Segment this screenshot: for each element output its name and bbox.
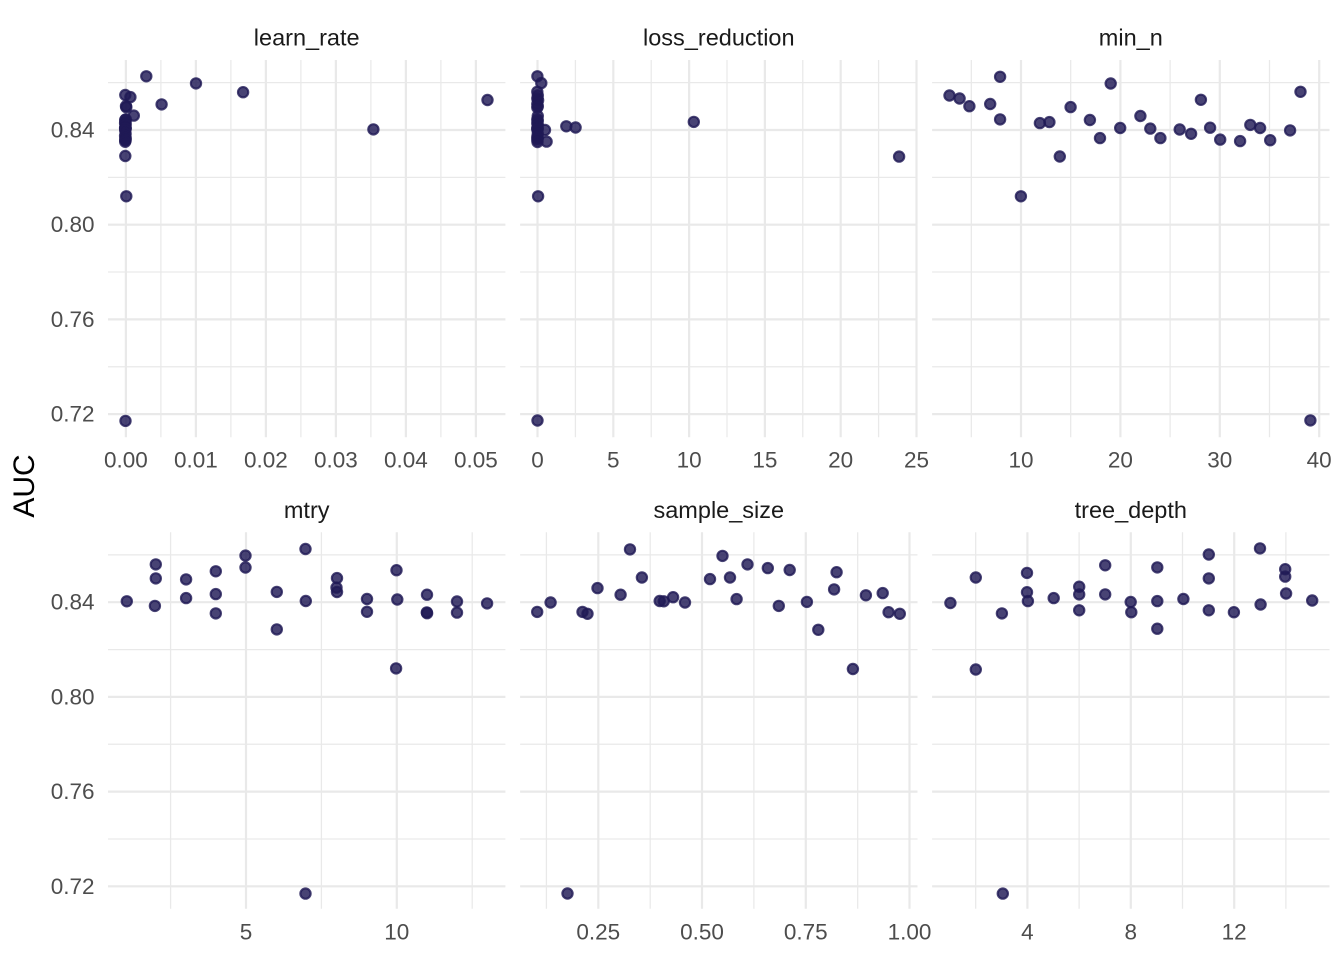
svg-text:0.25: 0.25	[576, 920, 620, 945]
svg-text:0.75: 0.75	[784, 920, 828, 945]
svg-text:0.04: 0.04	[384, 447, 428, 472]
svg-text:0.84: 0.84	[51, 118, 95, 143]
svg-text:tree_depth: tree_depth	[1075, 497, 1187, 523]
svg-text:5: 5	[607, 447, 620, 472]
svg-text:20: 20	[828, 447, 853, 472]
svg-text:10: 10	[677, 447, 702, 472]
svg-text:40: 40	[1307, 447, 1332, 472]
svg-text:mtry: mtry	[284, 497, 330, 523]
svg-text:loss_reduction: loss_reduction	[643, 25, 795, 51]
svg-text:0: 0	[531, 447, 544, 472]
svg-text:4: 4	[1021, 920, 1034, 945]
svg-text:sample_size: sample_size	[653, 497, 784, 523]
svg-text:0.80: 0.80	[51, 684, 95, 709]
svg-text:0.50: 0.50	[680, 920, 724, 945]
svg-text:10: 10	[1008, 447, 1033, 472]
svg-text:25: 25	[904, 447, 929, 472]
svg-text:0.76: 0.76	[51, 779, 95, 804]
svg-text:0.01: 0.01	[174, 447, 218, 472]
svg-text:0.00: 0.00	[104, 447, 148, 472]
svg-text:0.76: 0.76	[51, 307, 95, 332]
svg-text:5: 5	[240, 920, 253, 945]
svg-text:15: 15	[752, 447, 777, 472]
svg-text:0.05: 0.05	[454, 447, 498, 472]
svg-text:0.72: 0.72	[51, 402, 95, 427]
svg-text:10: 10	[384, 920, 409, 945]
svg-text:30: 30	[1207, 447, 1232, 472]
svg-text:0.80: 0.80	[51, 212, 95, 237]
svg-text:1.00: 1.00	[888, 920, 932, 945]
svg-text:0.84: 0.84	[51, 590, 95, 615]
svg-text:min_n: min_n	[1099, 25, 1163, 51]
svg-text:12: 12	[1222, 920, 1247, 945]
svg-text:0.03: 0.03	[314, 447, 358, 472]
svg-text:20: 20	[1108, 447, 1133, 472]
svg-text:0.72: 0.72	[51, 874, 95, 899]
svg-text:0.02: 0.02	[244, 447, 288, 472]
svg-text:learn_rate: learn_rate	[254, 25, 360, 51]
svg-text:8: 8	[1125, 920, 1138, 945]
svg-text:AUC: AUC	[8, 454, 41, 517]
